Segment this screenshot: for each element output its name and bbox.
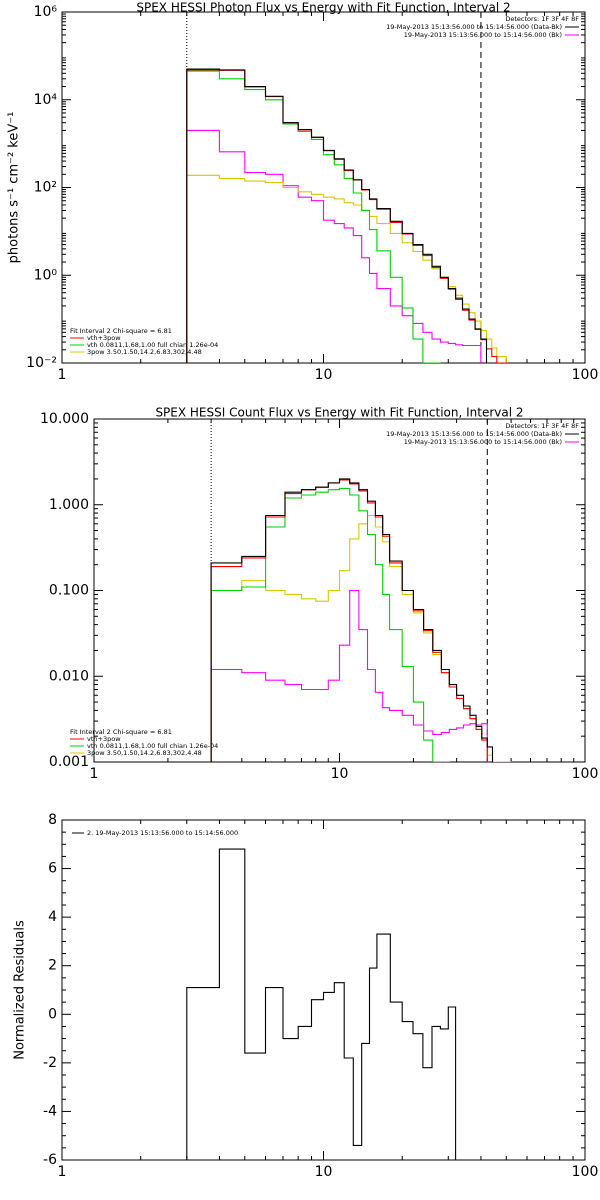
y-tick-label: 10.000 [40, 411, 89, 427]
y-tick-label: -4 [43, 1103, 57, 1119]
chart-panel-1: SPEX HESSI Photon Flux vs Energy with Fi… [7, 1, 599, 384]
x-tick-label: 10 [315, 1164, 333, 1180]
legend-entry-label: vth+3pow [87, 735, 121, 743]
series-3pow-line [186, 174, 507, 363]
legend-entry-label: vth 0.0811,1.68,1.00 full chian 1.26e-04 [87, 742, 218, 750]
series-data-bk-line [186, 68, 488, 363]
y-tick-label: 0.010 [49, 668, 89, 684]
y-axis-label: photons s⁻¹ cm⁻² keV⁻¹ [7, 112, 22, 264]
x-tick-label: 100 [572, 367, 599, 383]
series-group [210, 478, 512, 762]
chart-panel-2: SPEX HESSI Count Flux vs Energy with Fit… [40, 406, 599, 783]
chart-title: SPEX HESSI Photon Flux vs Energy with Fi… [136, 1, 510, 15]
plot-frame [61, 819, 586, 1161]
y-tick-label: 10⁴ [34, 92, 58, 108]
y-tick-label: 1.000 [49, 497, 89, 513]
series-data-bk-line [210, 478, 494, 762]
chart-title: SPEX HESSI Count Flux vs Energy with Fit… [155, 406, 523, 420]
y-tick-label: 2 [48, 958, 57, 974]
chart-panel-3: 1 10 100 -6 -4 -2 0 2 4 6 8 Normalized Residuals 2. … [13, 812, 599, 1180]
legend-fit-interval-label: Fit Interval 2 Chi-square = 6.81 [70, 728, 172, 736]
legend-entry-label: vth 0.0811,1.68,1.00 full chian 1.26e-04 [87, 341, 218, 349]
legend-entry-label: 19-May-2013 15:13:56.000 to 15:14:56.000… [386, 23, 562, 31]
legend-entry-label: 2. 19-May-2013 15:13:56.000 to 15:14:56.… [87, 829, 238, 837]
series-3pow-line [210, 514, 512, 762]
y-tick-label: 4 [48, 909, 57, 925]
x-tick-label: 10 [331, 766, 349, 782]
series-group [186, 68, 507, 363]
y-tick-label: 0 [48, 1006, 57, 1022]
legend-entry-label: 19-May-2013 15:13:56.000 to 15:14:56.000… [404, 438, 562, 446]
legend-fit-interval-label: Fit Interval 2 Chi-square = 6.81 [70, 327, 172, 335]
legend-entry-label: 19-May-2013 15:13:56.000 to 15:14:56.000… [386, 430, 562, 438]
legend-detectors-label: Detectors: 1F 3F 4F 8F [505, 15, 579, 23]
y-tick-label: 10⁶ [34, 4, 58, 20]
legend-entry-label: 3pow 3.50,1.50,14.2,6.83,302,4.48 [87, 749, 202, 757]
x-tick-label: 1 [58, 367, 67, 383]
legend-entry-label: 3pow 3.50,1.50,14.2,6.83,302,4.48 [87, 348, 202, 356]
y-tick-label: 8 [48, 812, 57, 828]
x-tick-label: 1 [58, 1164, 67, 1180]
y-axis-label: Normalized Residuals [13, 920, 28, 1060]
x-tick-label: 10 [315, 367, 333, 383]
legend-detectors-label: Detectors: 1F 3F 4F 8F [505, 422, 579, 430]
y-tick-label: -6 [43, 1152, 57, 1168]
y-tick-label: 0.001 [49, 754, 89, 770]
series-bk-line [186, 129, 482, 363]
x-tick-label: 100 [572, 766, 599, 782]
legend-entry-label: vth+3pow [87, 334, 121, 342]
series-vth-3pow-line [186, 69, 507, 363]
y-tick-label: 10² [34, 180, 57, 196]
series-2-19-may-2013-15-13-56-000-to-15-14-56-000-line [186, 848, 457, 1160]
y-tick-label: 10⁻² [26, 355, 57, 371]
y-tick-label: -2 [43, 1055, 57, 1071]
y-tick-label: 10⁰ [34, 267, 58, 283]
x-tick-label: 100 [572, 1164, 599, 1180]
series-vth-line [210, 487, 450, 762]
plot-frame [61, 11, 586, 364]
series-bk-line [210, 589, 488, 762]
y-tick-label: 0.100 [49, 583, 89, 599]
x-tick-label: 1 [90, 766, 99, 782]
legend-entry-label: 19-May-2013 15:13:56.000 to 15:14:56.000… [404, 31, 562, 39]
y-tick-label: 6 [48, 861, 57, 877]
series-group [186, 848, 457, 1160]
